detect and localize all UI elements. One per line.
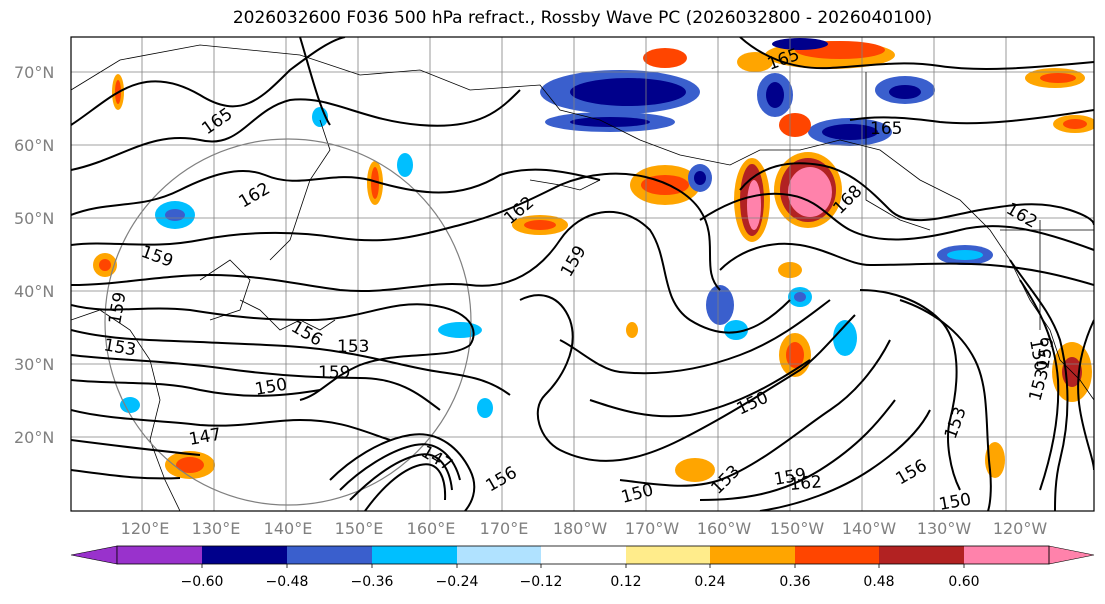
contour-label: 150 <box>937 490 972 515</box>
colorbar-segment <box>372 546 457 564</box>
lat-label: 50°N <box>14 209 54 228</box>
anomaly-blob <box>165 209 185 221</box>
anomaly-blob <box>570 78 686 106</box>
colorbar-segment <box>879 546 964 564</box>
lon-label: 120°E <box>121 519 170 538</box>
anomaly-blob <box>524 220 556 230</box>
longitude-labels: 120°E 130°E 140°E 150°E 160°E 170°E 180°… <box>121 519 1048 538</box>
anomaly-blob <box>737 52 773 72</box>
lon-label: 160°W <box>697 519 752 538</box>
colorbar-tick-label: 0.36 <box>779 574 810 590</box>
lon-label: 150°W <box>770 519 825 538</box>
anomaly-blob <box>1040 73 1076 83</box>
lat-label: 30°N <box>14 355 54 374</box>
anomaly-blob <box>675 458 715 482</box>
lat-label: 40°N <box>14 282 54 301</box>
lat-label: 20°N <box>14 428 54 447</box>
anomaly-blob <box>570 117 650 127</box>
colorbar-tick-label: 0.60 <box>948 574 979 590</box>
colorbar: −0.60 −0.48 −0.36 −0.24 −0.12 0.12 0.24 … <box>70 545 1095 590</box>
lon-label: 130°W <box>917 519 972 538</box>
latitude-labels: 70°N 60°N 50°N 40°N 30°N 20°N <box>14 63 54 447</box>
colorbar-tick-label: 0.48 <box>863 574 894 590</box>
anomaly-blob <box>626 322 638 338</box>
colorbar-tick-label: −0.24 <box>436 574 479 590</box>
anomaly-blob <box>772 38 828 50</box>
lon-label: 140°W <box>842 519 897 538</box>
colorbar-tick-label: −0.48 <box>266 574 309 590</box>
colorbar-extend-high <box>1048 545 1095 565</box>
anomaly-blob <box>947 250 983 260</box>
contour-label: 159 <box>318 363 350 383</box>
colorbar-segment <box>117 546 202 564</box>
lon-label: 140°E <box>264 519 313 538</box>
anomaly-blob <box>371 167 379 199</box>
lon-label: 160°E <box>407 519 456 538</box>
anomaly-blob <box>397 153 413 177</box>
colorbar-segment <box>626 546 710 564</box>
colorbar-tick-label: −0.12 <box>520 574 563 590</box>
colorbar-segment <box>287 546 372 564</box>
anomaly-blob <box>833 320 857 356</box>
anomaly-blob <box>822 124 878 140</box>
colorbar-extend-low <box>70 545 118 565</box>
map-title: 2026032600 F036 500 hPa refract., Rossby… <box>232 8 933 28</box>
colorbar-segment <box>795 546 879 564</box>
lat-label: 70°N <box>14 63 54 82</box>
lon-label: 180°W <box>553 519 608 538</box>
lon-label: 170°W <box>625 519 680 538</box>
colorbar-tick-label: 0.12 <box>610 574 641 590</box>
lon-label: 170°E <box>480 519 529 538</box>
anomaly-blob <box>706 285 734 325</box>
anomaly-blob <box>794 292 806 302</box>
colorbar-segment <box>202 546 287 564</box>
lon-label: 150°E <box>335 519 384 538</box>
anomaly-blob <box>747 180 761 230</box>
coastlines <box>71 44 1094 511</box>
colorbar-segment <box>457 546 541 564</box>
map-frame <box>70 36 1095 512</box>
colorbar-segment <box>964 546 1049 564</box>
anomaly-blob <box>120 397 140 413</box>
lon-label: 120°W <box>993 519 1048 538</box>
anomaly-blob <box>99 259 111 271</box>
colorbar-segment <box>541 546 626 564</box>
colorbar-tick-label: 0.24 <box>694 574 725 590</box>
anomaly-blob <box>477 398 493 418</box>
lat-label: 60°N <box>14 136 54 155</box>
contour-label: 165 <box>870 119 902 139</box>
colorbar-segment <box>710 546 795 564</box>
colorbar-tick-label: −0.36 <box>351 574 394 590</box>
contour-label: 162 <box>789 472 823 495</box>
contour-label: 153 <box>337 337 369 357</box>
anomaly-blob <box>779 113 811 137</box>
anomaly-blob <box>766 82 784 108</box>
graticule <box>71 37 1094 511</box>
anomaly-blob <box>788 167 832 217</box>
anomaly-blob <box>694 171 706 185</box>
highlight-circle <box>104 138 472 506</box>
anomaly-blob <box>176 457 204 473</box>
height-contours <box>71 37 1094 511</box>
colorbar-tick-label: −0.60 <box>181 574 224 590</box>
anomaly-blob <box>438 322 482 338</box>
lon-label: 130°E <box>192 519 241 538</box>
anomaly-blob <box>643 48 687 68</box>
shaded-anomaly-layer <box>93 38 1094 482</box>
anomaly-blob <box>889 85 921 99</box>
anomaly-blob <box>724 320 748 340</box>
anomaly-blob <box>1063 119 1087 129</box>
anomaly-blob <box>786 342 804 368</box>
